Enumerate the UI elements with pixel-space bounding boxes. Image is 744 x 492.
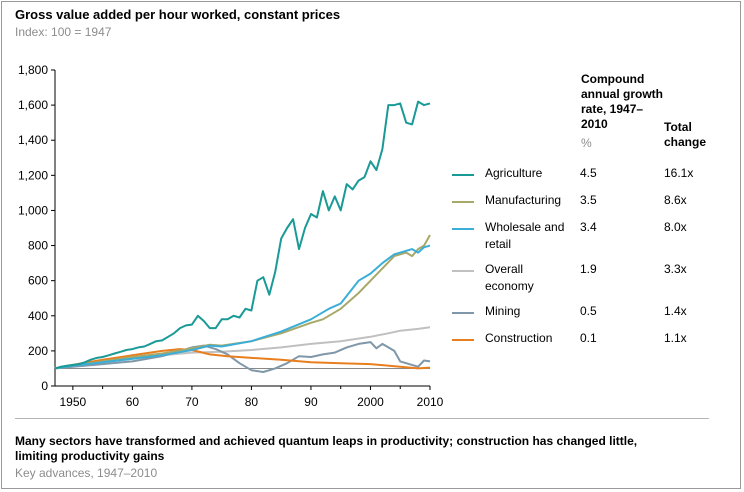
y-tick-label: 400 (28, 309, 48, 323)
series-line-agriculture (54, 100, 431, 370)
y-tick-label: 1,000 (18, 203, 48, 217)
y-tick-label: 0 (41, 379, 48, 393)
legend-series-name: Overall economy (485, 262, 534, 293)
legend-swatch (452, 339, 474, 341)
x-tick-label: 90 (304, 395, 318, 409)
legend-series-name: Wholesale and retail (485, 220, 565, 251)
chart-title: Gross value added per hour worked, const… (15, 7, 341, 22)
legend-row: Wholesale and retail 3.4 8.0x (450, 219, 720, 251)
legend-total-change: 8.0x (664, 220, 687, 234)
legend-row: Agriculture 4.5 16.1x (450, 165, 720, 195)
legend-total-change: 3.3x (664, 262, 687, 276)
x-tick-label: 1950 (60, 395, 87, 409)
x-tick-label: 60 (126, 395, 140, 409)
chart-subtitle: Index: 100 = 1947 (15, 25, 112, 39)
legend-growth-rate: 1.9 (580, 262, 597, 276)
legend-row: Mining 0.5 1.4x (450, 303, 720, 333)
y-tick-label: 1,200 (18, 168, 48, 182)
footer-subtitle: Key advances, 1947–2010 (15, 466, 158, 480)
legend-series-name: Manufacturing (485, 193, 562, 207)
legend-total-change: 1.4x (664, 304, 687, 318)
legend-growth-rate: 0.5 (580, 304, 597, 318)
series-line-construction (54, 348, 431, 370)
y-tick-label: 1,600 (18, 98, 48, 112)
legend-row: Construction 0.1 1.1x (450, 330, 720, 360)
footer-divider (15, 418, 709, 419)
footer-title: Many sectors have transformed and achiev… (15, 434, 638, 463)
legend-row: Overall economy 1.9 3.3x (450, 261, 720, 293)
total-column-header: Total change (664, 120, 707, 149)
legend-swatch (452, 174, 474, 176)
series-line-manufacturing (54, 234, 431, 370)
y-tick-label: 1,800 (18, 63, 48, 77)
legend-growth-rate: 3.4 (580, 220, 597, 234)
y-tick-label: 600 (28, 274, 48, 288)
legend-series-name: Agriculture (485, 166, 543, 180)
y-tick-label: 800 (28, 239, 48, 253)
legend-swatch (452, 228, 474, 230)
rate-column-unit: % (581, 136, 592, 150)
legend-swatch (452, 201, 474, 203)
legend-total-change: 1.1x (664, 331, 687, 345)
legend-growth-rate: 3.5 (580, 193, 597, 207)
legend-total-change: 16.1x (664, 166, 694, 180)
legend-total-change: 8.6x (664, 193, 687, 207)
x-tick-label: 70 (185, 395, 199, 409)
y-tick-label: 1,400 (18, 133, 48, 147)
series-line-wholesale-and-retail (54, 244, 431, 370)
x-tick-label: 2010 (417, 395, 444, 409)
legend-swatch (452, 312, 474, 314)
legend-growth-rate: 4.5 (580, 166, 597, 180)
legend-growth-rate: 0.1 (580, 331, 597, 345)
legend-row: Manufacturing 3.5 8.6x (450, 192, 720, 222)
x-tick-label: 80 (245, 395, 259, 409)
rate-column-header: Compound annual growth rate, 1947–2010 (581, 72, 663, 131)
legend-swatch (452, 270, 474, 272)
legend-series-name: Mining (485, 304, 521, 318)
y-tick-label: 200 (28, 344, 48, 358)
legend-series-name: Construction (485, 331, 553, 345)
x-tick-label: 2000 (357, 395, 384, 409)
